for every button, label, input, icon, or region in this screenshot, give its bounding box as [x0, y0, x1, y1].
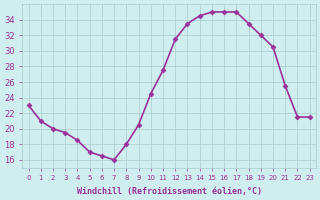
X-axis label: Windchill (Refroidissement éolien,°C): Windchill (Refroidissement éolien,°C) — [76, 187, 262, 196]
